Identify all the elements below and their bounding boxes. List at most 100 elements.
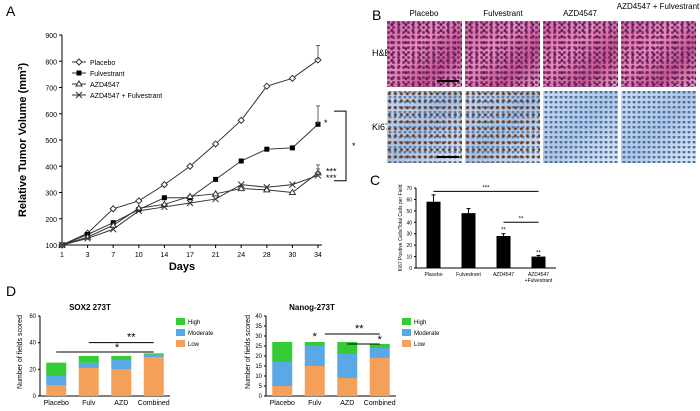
legend-label: High <box>414 320 426 326</box>
axis-y-label: Ki67 Positive Cells/Total Cells per Fiel… <box>398 184 404 271</box>
data-point <box>237 184 246 192</box>
data-point <box>211 140 220 148</box>
bar-segment-low <box>143 357 164 396</box>
he-azd4547-image <box>543 21 618 87</box>
x-tick-label: 3 <box>86 252 90 259</box>
y-tick-label: 30 <box>255 334 262 340</box>
y-tick-label: 40 <box>29 341 36 347</box>
legend-swatch <box>402 329 411 336</box>
y-tick-label: 25 <box>255 344 262 350</box>
bar <box>426 201 441 268</box>
x-tick-label: Combined <box>138 400 170 407</box>
y-tick-label: 60 <box>406 197 412 203</box>
x-tick-label: 1 <box>60 252 64 259</box>
data-point <box>186 162 194 170</box>
series-line <box>61 123 319 246</box>
y-tick-label: 70 <box>406 186 412 192</box>
y-tick-label: 900 <box>45 33 57 40</box>
bar-segment-moderate <box>111 360 132 370</box>
data-point <box>237 116 245 125</box>
ki67-combined-image <box>621 91 696 163</box>
bar-segment-high <box>143 353 164 355</box>
significance-star: * <box>115 342 120 354</box>
y-tick-label: 50 <box>406 209 412 215</box>
significance-bracket <box>334 110 347 182</box>
data-point <box>161 195 167 201</box>
significance-star: *** <box>482 185 490 191</box>
chart-title: SOX2 273T <box>69 303 111 312</box>
x-tick-label: Fulv <box>308 400 322 407</box>
significance-star: ** <box>355 323 364 335</box>
data-point <box>84 235 91 242</box>
data-point <box>186 192 194 199</box>
x-tick-label: 7 <box>111 252 115 259</box>
significance-star: *** <box>326 167 337 177</box>
legend-label: Low <box>414 342 426 348</box>
legend-swatch <box>176 329 185 336</box>
x-tick-label: AZD4547 <box>493 272 514 278</box>
y-tick-label: 15 <box>255 364 262 370</box>
data-point <box>135 197 143 205</box>
data-point <box>76 70 82 76</box>
data-point <box>289 181 296 188</box>
bar-segment-moderate <box>304 346 325 366</box>
legend-label: AZD4547 + Fulvestrant <box>90 93 162 100</box>
legend-label: Placebo <box>90 60 115 67</box>
bar-segment-moderate <box>143 354 164 358</box>
x-tick-label: 17 <box>186 252 194 259</box>
data-point <box>109 225 117 233</box>
y-tick-label: 200 <box>45 217 57 224</box>
bar-segment-high <box>369 344 390 348</box>
legend-label: Low <box>188 342 200 348</box>
y-tick-label: 40 <box>255 314 262 320</box>
ki67-fulvestrant-image <box>465 91 540 163</box>
x-tick-label: 24 <box>237 252 245 259</box>
data-point <box>109 221 118 228</box>
y-tick-label: 35 <box>255 324 262 330</box>
y-tick-label: 600 <box>45 112 57 119</box>
data-point <box>58 241 66 249</box>
y-tick-label: 60 <box>29 314 36 320</box>
panel-label-c: C <box>370 172 380 188</box>
panel-label-a: A <box>6 3 16 19</box>
data-point <box>263 183 271 191</box>
histology-panel: Placebo Fulvestrant AZD4547 AZD4547 + Fu… <box>372 2 700 132</box>
significance-star: ** <box>536 250 541 256</box>
data-point <box>314 172 322 179</box>
column-label-combined: AZD4547 + Fulvestrant <box>617 2 700 11</box>
y-tick-label: 40 <box>406 220 412 226</box>
bar-segment-moderate <box>78 362 99 368</box>
y-tick-label: 0 <box>33 394 37 400</box>
bar-segment-low <box>111 369 132 396</box>
bar-segment-low <box>78 368 99 396</box>
bar-segment-moderate <box>369 348 390 358</box>
axis-y-label: Number of fields scored <box>245 315 252 389</box>
sox2-stacked-bar-chart: SOX2 273T Number of fields scored 0 20 40 6… <box>17 303 214 407</box>
data-point <box>211 189 220 197</box>
significance-star: ** <box>519 216 524 222</box>
y-tick-label: 20 <box>255 354 262 360</box>
bar-segment-moderate <box>337 354 358 378</box>
legend-swatch <box>176 318 185 325</box>
data-point <box>212 195 219 203</box>
significance-star: * <box>324 118 328 128</box>
legend-label: High <box>188 320 200 326</box>
data-point <box>288 74 297 83</box>
y-tick-label: 400 <box>45 164 57 171</box>
bar-segment-high <box>111 356 132 360</box>
tumor-volume-line-chart: Relative Tumor Volume (mm³) Days 100 200 3… <box>17 33 356 273</box>
x-tick-label: Placebo <box>44 400 69 407</box>
x-tick-label: Combined <box>364 400 396 407</box>
y-tick-label: 5 <box>259 384 263 390</box>
bar-segment-moderate <box>272 362 293 386</box>
column-label-azd4547: AZD4547 <box>563 9 597 18</box>
data-point <box>75 91 83 99</box>
x-tick-label: 28 <box>263 252 271 259</box>
significance-star: * <box>313 331 318 343</box>
significance-star: *** <box>326 173 337 183</box>
data-point <box>75 58 83 66</box>
x-tick-label: 30 <box>289 252 297 259</box>
panel-label-d: D <box>6 283 16 299</box>
